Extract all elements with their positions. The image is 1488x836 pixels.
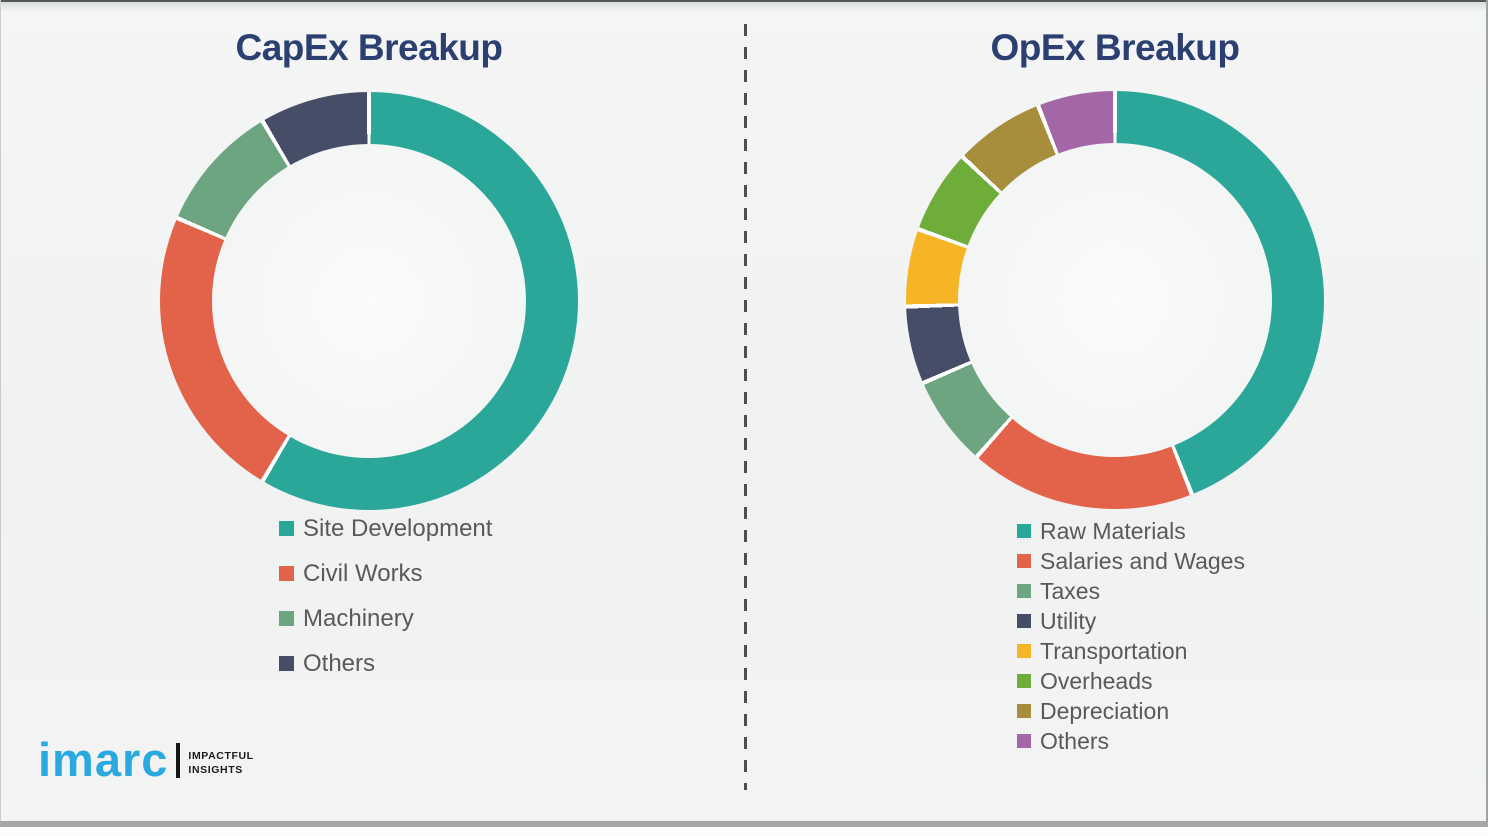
opex-chart-title: OpEx Breakup bbox=[990, 27, 1240, 68]
legend-label: Transportation bbox=[1040, 637, 1188, 664]
top-edge-fade bbox=[0, 2, 1488, 12]
legend-swatch bbox=[1017, 674, 1031, 688]
capex-chart-title: CapEx Breakup bbox=[235, 27, 504, 68]
legend-item: Others bbox=[1017, 726, 1245, 756]
legend-swatch bbox=[279, 656, 294, 671]
panel-divider-dashed-line bbox=[744, 24, 747, 790]
legend-label: Taxes bbox=[1040, 577, 1101, 604]
tagline-line1: IMPACTFUL bbox=[188, 749, 254, 762]
legend-item: Salaries and Wages bbox=[1017, 546, 1245, 576]
tagline-line2: INSIGHTS bbox=[188, 763, 243, 776]
legend-item: Raw Materials bbox=[1017, 516, 1245, 546]
legend-label: Depreciation bbox=[1040, 697, 1170, 724]
right-edge bbox=[1486, 0, 1488, 836]
legend-swatch bbox=[1017, 554, 1031, 568]
bottom-edge-band bbox=[0, 821, 1488, 827]
capex-legend: Site Development Civil Works Machinery Othe… bbox=[279, 506, 492, 686]
legend-item: Utility bbox=[1017, 606, 1245, 636]
left-edge bbox=[0, 0, 1, 836]
legend-swatch bbox=[279, 611, 294, 626]
donut-hole bbox=[958, 143, 1272, 457]
imarc-logo: imarc IMPACTFUL INSIGHTS bbox=[38, 733, 254, 786]
imarc-brand-text: imarc bbox=[38, 733, 169, 786]
legend-label: Overheads bbox=[1040, 667, 1153, 694]
top-edge bbox=[0, 0, 1488, 2]
legend-item: Overheads bbox=[1017, 666, 1245, 696]
bottom-edge-white bbox=[0, 827, 1488, 836]
legend-item: Depreciation bbox=[1017, 696, 1245, 726]
legend-label: Others bbox=[303, 649, 376, 677]
opex-legend: Raw Materials Salaries and Wages Taxes Util… bbox=[1017, 516, 1245, 756]
legend-swatch bbox=[279, 566, 294, 581]
legend-item: Civil Works bbox=[279, 551, 492, 596]
legend-swatch bbox=[1017, 734, 1031, 748]
legend-item: Taxes bbox=[1017, 576, 1245, 606]
legend-item: Site Development bbox=[279, 506, 492, 551]
legend-swatch bbox=[1017, 584, 1031, 598]
legend-label: Salaries and Wages bbox=[1040, 547, 1245, 574]
legend-label: Site Development bbox=[303, 514, 493, 542]
legend-item: Others bbox=[279, 641, 492, 686]
imarc-tagline: IMPACTFUL INSIGHTS bbox=[188, 750, 253, 781]
legend-label: Others bbox=[1040, 727, 1110, 754]
legend-swatch bbox=[1017, 524, 1031, 538]
legend-item: Machinery bbox=[279, 596, 492, 641]
opex-donut-chart bbox=[906, 91, 1324, 509]
legend-swatch bbox=[1017, 644, 1031, 658]
legend-label: Machinery bbox=[303, 604, 414, 632]
legend-label: Civil Works bbox=[303, 559, 423, 587]
legend-label: Raw Materials bbox=[1040, 517, 1186, 544]
capex-donut-chart bbox=[160, 92, 578, 510]
legend-swatch bbox=[1017, 614, 1031, 628]
donut-hole bbox=[212, 144, 526, 458]
legend-item: Transportation bbox=[1017, 636, 1245, 666]
legend-swatch bbox=[279, 521, 294, 536]
logo-divider-bar bbox=[176, 743, 181, 779]
legend-label: Utility bbox=[1040, 607, 1097, 634]
legend-swatch bbox=[1017, 704, 1031, 718]
